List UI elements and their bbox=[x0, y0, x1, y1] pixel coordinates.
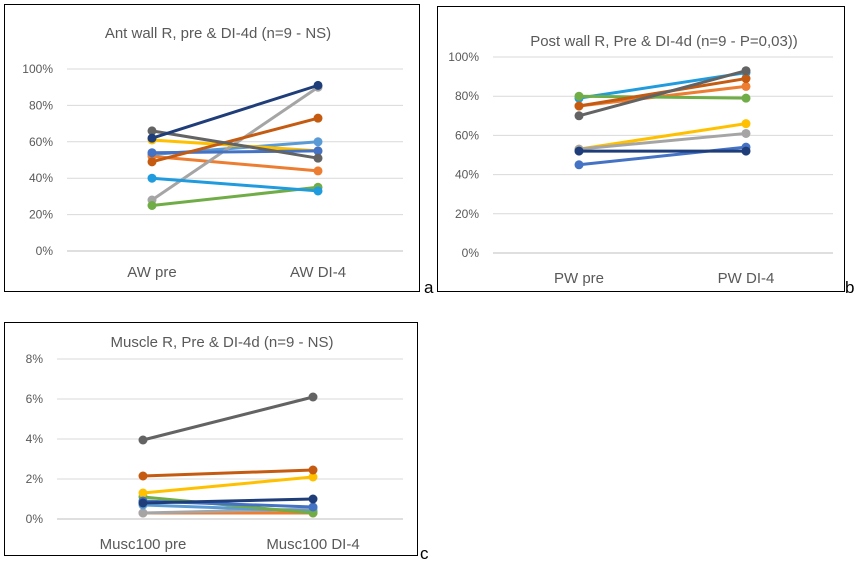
chart-panel-post-wall: Post wall R, Pre & DI-4d (n=9 - P=0,03))… bbox=[437, 6, 845, 292]
series-line bbox=[577, 69, 748, 118]
chart-title: Ant wall R, pre & DI-4d (n=9 - NS) bbox=[105, 25, 331, 42]
y-tick-label: 60% bbox=[29, 135, 53, 149]
data-point bbox=[308, 494, 318, 504]
data-point bbox=[138, 498, 148, 508]
data-point bbox=[741, 66, 751, 76]
data-point bbox=[147, 126, 157, 136]
y-tick-label: 4% bbox=[26, 432, 44, 446]
series-line bbox=[577, 131, 748, 151]
series-series-8 bbox=[138, 465, 318, 481]
y-tick-label: 2% bbox=[26, 472, 44, 486]
y-tick-label: 20% bbox=[455, 207, 479, 221]
y-tick-label: 80% bbox=[455, 89, 479, 103]
series-line bbox=[577, 122, 748, 151]
data-point bbox=[147, 148, 157, 158]
data-point bbox=[308, 465, 318, 475]
data-point bbox=[147, 133, 157, 143]
data-point bbox=[741, 74, 751, 84]
series-series-5 bbox=[147, 146, 323, 158]
data-point bbox=[574, 101, 584, 111]
y-tick-label: 0% bbox=[26, 512, 44, 526]
data-point bbox=[313, 80, 323, 90]
data-point bbox=[313, 153, 323, 163]
series-series-10 bbox=[147, 80, 323, 143]
y-tick-label: 100% bbox=[448, 50, 479, 64]
panel-tag-c: c bbox=[420, 544, 429, 563]
data-point bbox=[138, 488, 148, 498]
chart-panel-ant-wall: Ant wall R, pre & DI-4d (n=9 - NS) 0% 20% 4… bbox=[4, 4, 420, 292]
data-point bbox=[147, 201, 157, 210]
data-point bbox=[147, 173, 157, 183]
data-point bbox=[313, 113, 323, 123]
data-point bbox=[574, 111, 584, 121]
series-line bbox=[150, 116, 320, 164]
series-series-7 bbox=[147, 173, 323, 196]
data-point bbox=[574, 146, 584, 156]
series-line bbox=[141, 475, 315, 495]
data-point bbox=[574, 91, 584, 101]
data-point bbox=[138, 471, 148, 481]
chart-title: Post wall R, Pre & DI-4d (n=9 - P=0,03)) bbox=[530, 33, 798, 50]
series-line bbox=[141, 497, 315, 505]
series-series-9 bbox=[147, 126, 323, 163]
panel-tag-b: b bbox=[845, 278, 855, 297]
series-series-8 bbox=[147, 113, 323, 167]
series-series-5 bbox=[138, 472, 318, 498]
series-line bbox=[150, 185, 320, 207]
series-line bbox=[150, 129, 320, 160]
panel-tag-a: a bbox=[424, 278, 434, 297]
chart-post-wall: Post wall R, Pre & DI-4d (n=9 - P=0,03))… bbox=[448, 33, 833, 287]
series-series-9 bbox=[574, 146, 751, 156]
data-point bbox=[308, 392, 318, 402]
y-tick-label: 100% bbox=[22, 62, 53, 76]
y-tick-label: 60% bbox=[455, 128, 479, 142]
x-category-label: PW pre bbox=[554, 270, 604, 287]
chart-muscle: Muscle R, Pre & DI-4d (n=9 - NS) 0% 2% 4% 6%… bbox=[26, 334, 403, 553]
data-point bbox=[138, 435, 148, 445]
y-tick-label: 8% bbox=[26, 352, 44, 366]
x-category-label: AW pre bbox=[127, 264, 176, 281]
chart-title: Muscle R, Pre & DI-4d (n=9 - NS) bbox=[111, 334, 334, 351]
y-tick-label: 0% bbox=[36, 244, 54, 258]
data-point bbox=[308, 472, 318, 482]
series-series-9 bbox=[138, 392, 318, 445]
chart-panel-muscle: Muscle R, Pre & DI-4d (n=9 - NS) 0% 2% 4% 6%… bbox=[4, 322, 418, 556]
y-tick-label: 20% bbox=[29, 208, 53, 222]
y-tick-label: 6% bbox=[26, 392, 44, 406]
data-point bbox=[313, 137, 323, 147]
data-point bbox=[741, 93, 751, 103]
data-point bbox=[313, 146, 323, 156]
y-tick-label: 40% bbox=[455, 168, 479, 182]
y-tick-label: 80% bbox=[29, 98, 53, 112]
series-line bbox=[141, 395, 315, 442]
series-line bbox=[150, 154, 320, 173]
data-point bbox=[138, 508, 148, 518]
series-line bbox=[577, 94, 748, 100]
series-series-5 bbox=[574, 66, 751, 121]
data-point bbox=[308, 502, 318, 512]
x-category-label: PW DI-4 bbox=[718, 270, 775, 287]
y-tick-label: 40% bbox=[29, 171, 53, 185]
data-point bbox=[741, 128, 751, 138]
data-point bbox=[741, 119, 751, 129]
series-series-7 bbox=[138, 494, 318, 508]
data-point bbox=[147, 157, 157, 167]
series-line bbox=[150, 176, 320, 193]
series-series-3 bbox=[574, 91, 751, 103]
series-line bbox=[150, 83, 320, 140]
chart-ant-wall: Ant wall R, pre & DI-4d (n=9 - NS) 0% 20% 4… bbox=[22, 25, 403, 281]
series-line bbox=[150, 149, 320, 155]
x-category-label: Musc100 pre bbox=[100, 536, 187, 553]
y-tick-label: 0% bbox=[462, 246, 480, 260]
data-point bbox=[574, 160, 584, 170]
x-category-label: AW DI-4 bbox=[290, 264, 346, 281]
data-point bbox=[741, 146, 751, 156]
x-category-label: Musc100 DI-4 bbox=[266, 536, 359, 553]
data-point bbox=[741, 81, 751, 91]
data-point bbox=[313, 166, 323, 176]
series-line bbox=[141, 468, 315, 478]
data-point bbox=[313, 186, 323, 196]
